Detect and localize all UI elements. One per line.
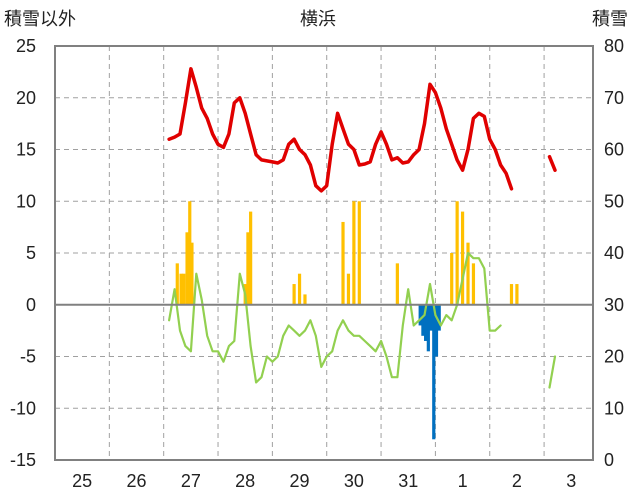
snow-bar — [421, 304, 425, 336]
y-left-tick-label: -5 — [20, 347, 36, 367]
snow-bar — [434, 304, 439, 357]
y-left-ticks: 25 20 15 10 5 0 -5 -10 -15 — [10, 36, 36, 470]
precip-bar — [455, 201, 459, 305]
y-right-tick-label: 50 — [604, 191, 624, 211]
y-right-tick-label: 40 — [604, 243, 624, 263]
x-tick-label: 28 — [235, 471, 255, 491]
precip-bar — [190, 242, 194, 305]
precip-bar — [352, 201, 356, 305]
precip-bar — [179, 273, 183, 305]
precip-bar — [509, 284, 514, 305]
precip-bar — [182, 273, 186, 305]
precip-bar — [246, 232, 250, 305]
x-tick-label: 27 — [181, 471, 201, 491]
y-left-tick-label: 25 — [16, 36, 36, 56]
x-tick-label: 29 — [290, 471, 310, 491]
precip-bar — [185, 232, 189, 305]
y-left-label: 積雪以外 — [4, 9, 76, 30]
y-left-tick-label: 0 — [26, 295, 36, 315]
y-left-tick-label: -15 — [10, 450, 36, 470]
precip-bar — [175, 263, 179, 305]
precip-bar — [249, 211, 253, 305]
precip-bar — [395, 263, 399, 305]
y-left-tick-label: 5 — [26, 243, 36, 263]
y-left-tick-label: -10 — [10, 398, 36, 418]
y-right-tick-label: 70 — [604, 88, 624, 108]
snow-bar — [432, 304, 436, 440]
y-right-ticks: 80 70 60 50 40 30 20 10 0 — [604, 36, 624, 470]
x-tick-label: 31 — [398, 471, 418, 491]
x-tick-label: 25 — [72, 471, 92, 491]
precip-bar — [188, 201, 192, 305]
x-ticks: 25 26 27 28 29 30 31 1 2 3 — [72, 471, 576, 491]
grid-layer — [55, 46, 593, 460]
x-tick-label: 1 — [458, 471, 468, 491]
y-left-tick-label: 15 — [16, 140, 36, 160]
x-tick-label: 2 — [512, 471, 522, 491]
snow-bar — [437, 304, 441, 331]
snow-bar — [426, 304, 430, 352]
y-right-tick-label: 30 — [604, 295, 624, 315]
lines-layer — [167, 67, 557, 389]
precip-bar — [357, 201, 361, 305]
snow-bar — [418, 304, 422, 326]
precip-bar — [466, 242, 470, 305]
y-left-tick-label: 10 — [16, 191, 36, 211]
y-right-label: 積雪 — [592, 9, 628, 30]
x-tick-label: 3 — [566, 471, 576, 491]
y-left-tick-label: 20 — [16, 88, 36, 108]
bars-layer — [175, 201, 519, 440]
precip-bar — [450, 253, 454, 305]
precip-bar — [303, 294, 307, 305]
max-temp-line — [167, 67, 557, 193]
precip-bar — [341, 221, 345, 305]
snow-bar — [424, 304, 428, 341]
precip-bar — [515, 284, 519, 305]
min-temp-line — [168, 251, 557, 389]
plot-frame — [54, 45, 594, 461]
x-tick-label: 30 — [344, 471, 364, 491]
precip-bar — [460, 211, 465, 305]
precip-bar — [297, 273, 302, 305]
y-right-tick-label: 10 — [604, 398, 624, 418]
precip-bar — [292, 284, 296, 305]
snow-bar — [429, 304, 433, 331]
y-right-tick-label: 60 — [604, 140, 624, 160]
y-right-tick-label: 80 — [604, 36, 624, 56]
y-right-tick-label: 0 — [604, 450, 614, 470]
x-tick-label: 26 — [126, 471, 146, 491]
y-right-tick-label: 20 — [604, 347, 624, 367]
precip-bar — [471, 263, 476, 305]
chart-title: 横浜 — [300, 9, 336, 30]
precip-bar — [346, 273, 351, 305]
